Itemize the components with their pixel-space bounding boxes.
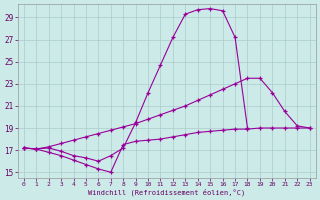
X-axis label: Windchill (Refroidissement éolien,°C): Windchill (Refroidissement éolien,°C)	[88, 188, 245, 196]
